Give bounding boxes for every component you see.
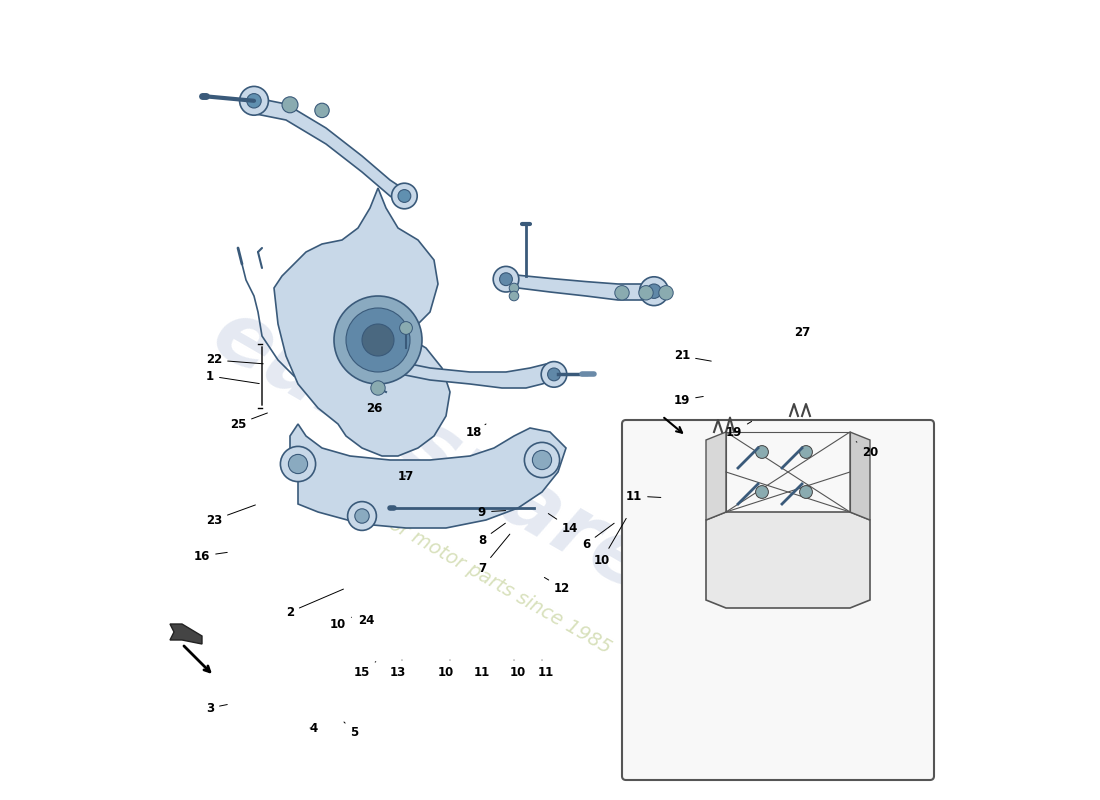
Circle shape (499, 273, 513, 286)
Text: 26: 26 (366, 402, 382, 414)
Circle shape (509, 283, 519, 293)
Text: 8: 8 (477, 523, 505, 546)
Text: a passion for motor parts since 1985: a passion for motor parts since 1985 (294, 462, 614, 658)
Polygon shape (246, 96, 410, 204)
Circle shape (756, 446, 769, 458)
Polygon shape (502, 274, 658, 300)
Circle shape (639, 286, 653, 300)
Text: 24: 24 (358, 614, 374, 626)
Circle shape (525, 442, 560, 478)
Circle shape (334, 296, 422, 384)
Circle shape (541, 362, 567, 387)
Text: 13: 13 (389, 660, 406, 678)
Circle shape (399, 322, 412, 334)
Text: 11: 11 (626, 490, 661, 502)
Text: 16: 16 (194, 550, 228, 562)
Text: 25: 25 (230, 413, 267, 430)
Text: 12: 12 (544, 578, 570, 594)
Text: 4: 4 (310, 722, 318, 734)
Circle shape (756, 486, 769, 498)
Circle shape (800, 486, 813, 498)
Text: 10: 10 (330, 618, 352, 630)
Circle shape (548, 368, 560, 381)
Polygon shape (850, 432, 870, 520)
Polygon shape (274, 188, 450, 456)
Text: 1: 1 (206, 370, 260, 383)
Circle shape (532, 450, 551, 470)
Circle shape (362, 324, 394, 356)
Text: 15: 15 (354, 662, 376, 678)
Text: 27: 27 (794, 326, 810, 338)
Text: 19: 19 (674, 394, 703, 406)
Circle shape (392, 183, 417, 209)
Circle shape (355, 509, 370, 523)
Text: 19: 19 (726, 422, 751, 438)
Text: 23: 23 (206, 505, 255, 526)
Text: 3: 3 (206, 702, 228, 714)
Circle shape (315, 103, 329, 118)
Circle shape (615, 286, 629, 300)
Text: 10: 10 (594, 518, 626, 566)
Circle shape (280, 446, 316, 482)
Circle shape (282, 97, 298, 113)
Text: 11: 11 (474, 666, 491, 678)
Circle shape (398, 190, 410, 202)
Text: 21: 21 (674, 350, 712, 362)
Circle shape (371, 381, 385, 395)
Text: 7: 7 (477, 534, 509, 574)
Text: 10: 10 (510, 660, 526, 678)
Circle shape (493, 266, 519, 292)
Circle shape (346, 308, 410, 372)
Circle shape (348, 502, 376, 530)
Text: 6: 6 (582, 523, 614, 550)
Text: 18: 18 (465, 424, 486, 438)
Text: 11: 11 (538, 660, 554, 678)
Polygon shape (706, 432, 726, 520)
Text: 9: 9 (477, 506, 506, 518)
Circle shape (647, 284, 661, 298)
Text: 17: 17 (398, 470, 414, 482)
Polygon shape (170, 624, 202, 644)
Circle shape (240, 86, 268, 115)
Text: 2: 2 (286, 589, 343, 618)
Text: 10: 10 (438, 660, 454, 678)
FancyBboxPatch shape (621, 420, 934, 780)
Circle shape (509, 291, 519, 301)
Polygon shape (706, 512, 870, 608)
Text: eurospares: eurospares (198, 292, 711, 636)
Polygon shape (370, 356, 562, 388)
Polygon shape (290, 424, 566, 528)
Text: 5: 5 (344, 722, 359, 738)
Circle shape (639, 277, 669, 306)
Text: 22: 22 (206, 354, 263, 366)
Circle shape (246, 94, 261, 108)
Circle shape (800, 446, 813, 458)
Circle shape (659, 286, 673, 300)
Text: 20: 20 (856, 442, 878, 458)
Text: 14: 14 (548, 514, 579, 534)
Circle shape (288, 454, 308, 474)
